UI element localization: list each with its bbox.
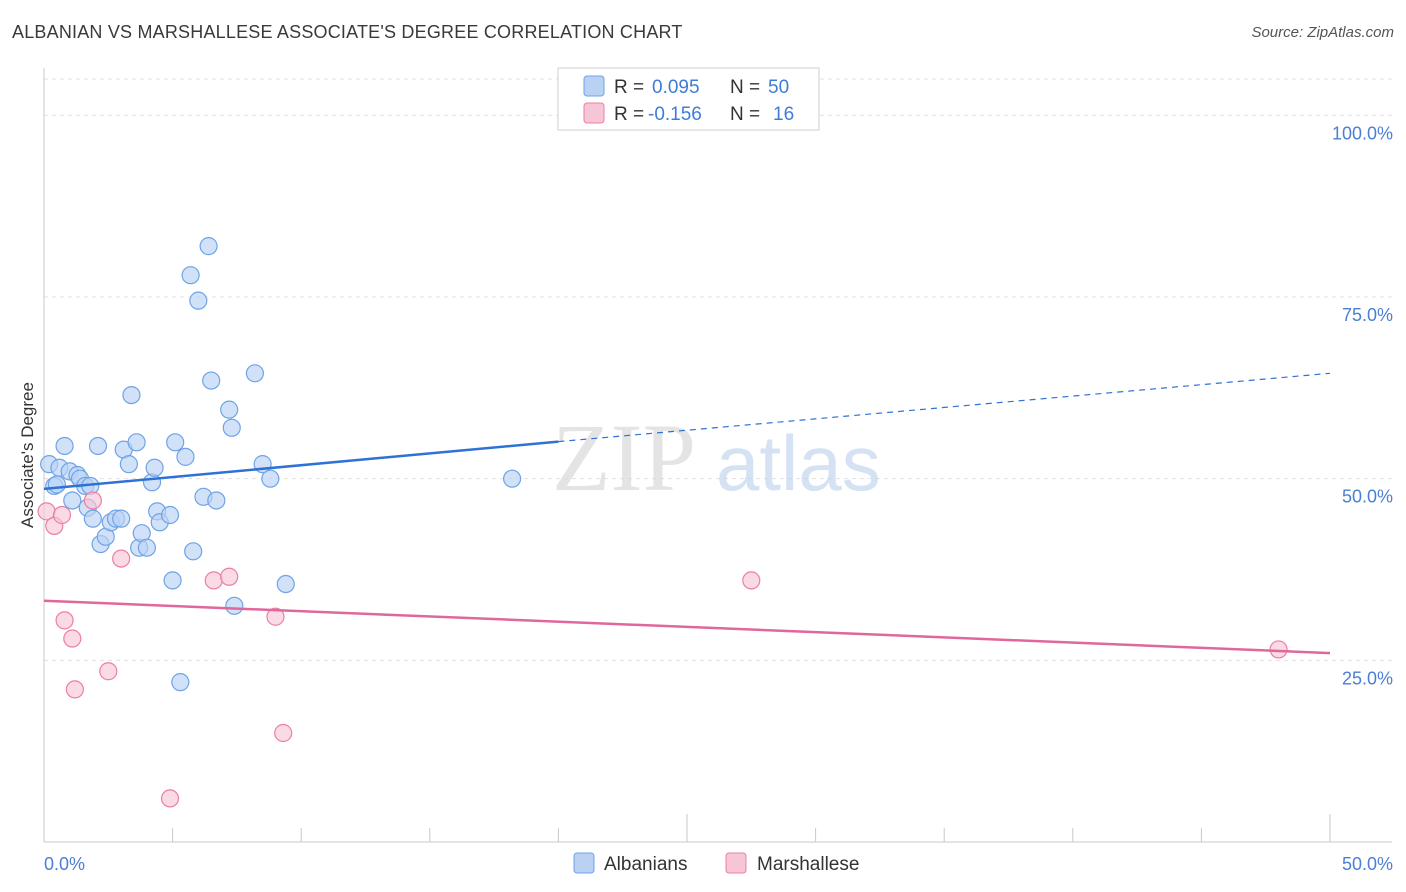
albanian-point [88, 436, 108, 456]
albanian-trend-extension [558, 372, 1331, 443]
albanian-point [202, 371, 221, 390]
marshallese-point [160, 789, 180, 808]
albanian-point [171, 673, 190, 692]
legend-n-value: 50 [768, 77, 789, 98]
albanian-point [225, 596, 244, 615]
marshallese-trend-line [43, 599, 1331, 655]
chart-title: ALBANIAN VS MARSHALLESE ASSOCIATE'S DEGR… [12, 22, 683, 42]
albanian-point [503, 469, 522, 488]
marshallese-point [83, 491, 102, 510]
bottom-legend: Albanians Marshallese [573, 852, 859, 875]
albanian-point [222, 418, 241, 437]
albanian-trend-line [43, 440, 559, 491]
marshallese-point [52, 505, 72, 525]
bottom-legend-albanians: Albanians [604, 854, 687, 875]
y-tick-label: 100.0% [1332, 123, 1393, 143]
albanian-point [163, 571, 182, 590]
albanian-point [199, 237, 218, 256]
marshallese-point [266, 607, 285, 626]
marshallese-point [112, 549, 131, 568]
albanian-point [83, 509, 102, 528]
y-tick-label: 75.0% [1342, 305, 1393, 325]
marshallese-point [55, 611, 74, 630]
x-tick-label: 50.0% [1342, 854, 1393, 874]
albanian-point [55, 436, 74, 456]
albanian-point [261, 469, 280, 488]
watermark-atlas: atlas [716, 419, 881, 507]
legend-box: R = 0.095 N = 50 R = -0.156 N = 16 [557, 67, 820, 131]
albanian-point [245, 364, 265, 383]
albanian-point [112, 509, 131, 528]
bottom-legend-marshallese: Marshallese [757, 854, 859, 875]
legend-r-label: R = [614, 104, 644, 125]
legend-r-value: -0.156 [648, 104, 702, 125]
albanian-point [137, 538, 156, 557]
albanian-point [145, 458, 164, 477]
watermark-zip: ZIP [552, 404, 696, 511]
marshallese-point [274, 723, 293, 743]
y-tick-label: 50.0% [1342, 487, 1393, 507]
marshallese-point [99, 662, 118, 681]
marshallese-point [742, 571, 761, 590]
albanian-point [189, 291, 208, 310]
albanian-point [220, 400, 239, 419]
y-axis-title: Associate's Degree [18, 382, 37, 528]
marshallese-point [1269, 640, 1288, 659]
legend-n-value: 16 [773, 104, 794, 125]
legend-r-value: 0.095 [652, 77, 700, 98]
legend-n-label: N = [730, 77, 760, 98]
legend-swatch-marshallese [583, 102, 605, 124]
marshallese-point [65, 680, 84, 699]
albanian-point [207, 491, 226, 510]
marshallese-point [220, 567, 239, 586]
albanian-point [122, 386, 141, 405]
albanian-point [119, 455, 138, 474]
marshallese-point [63, 629, 82, 648]
albanian-point [63, 491, 82, 510]
legend-n-label: N = [730, 104, 760, 125]
y-tick-label: 25.0% [1342, 668, 1393, 688]
albanian-point [184, 542, 203, 561]
marshallese-point [204, 571, 223, 590]
legend-r-label: R = [614, 77, 644, 98]
legend-swatch-albanians [583, 75, 605, 97]
albanian-point [181, 266, 200, 285]
bottom-legend-swatch-marshallese [725, 852, 747, 874]
bottom-legend-swatch-albanians [573, 852, 595, 874]
x-tick-label: 0.0% [44, 854, 85, 874]
albanian-point [166, 433, 185, 452]
source-label: Source: ZipAtlas.com [1251, 24, 1394, 41]
albanian-point [276, 574, 295, 594]
albanian-point [160, 505, 180, 525]
albanian-point [47, 475, 66, 494]
albanian-point [127, 433, 146, 452]
albanian-point [176, 447, 195, 466]
